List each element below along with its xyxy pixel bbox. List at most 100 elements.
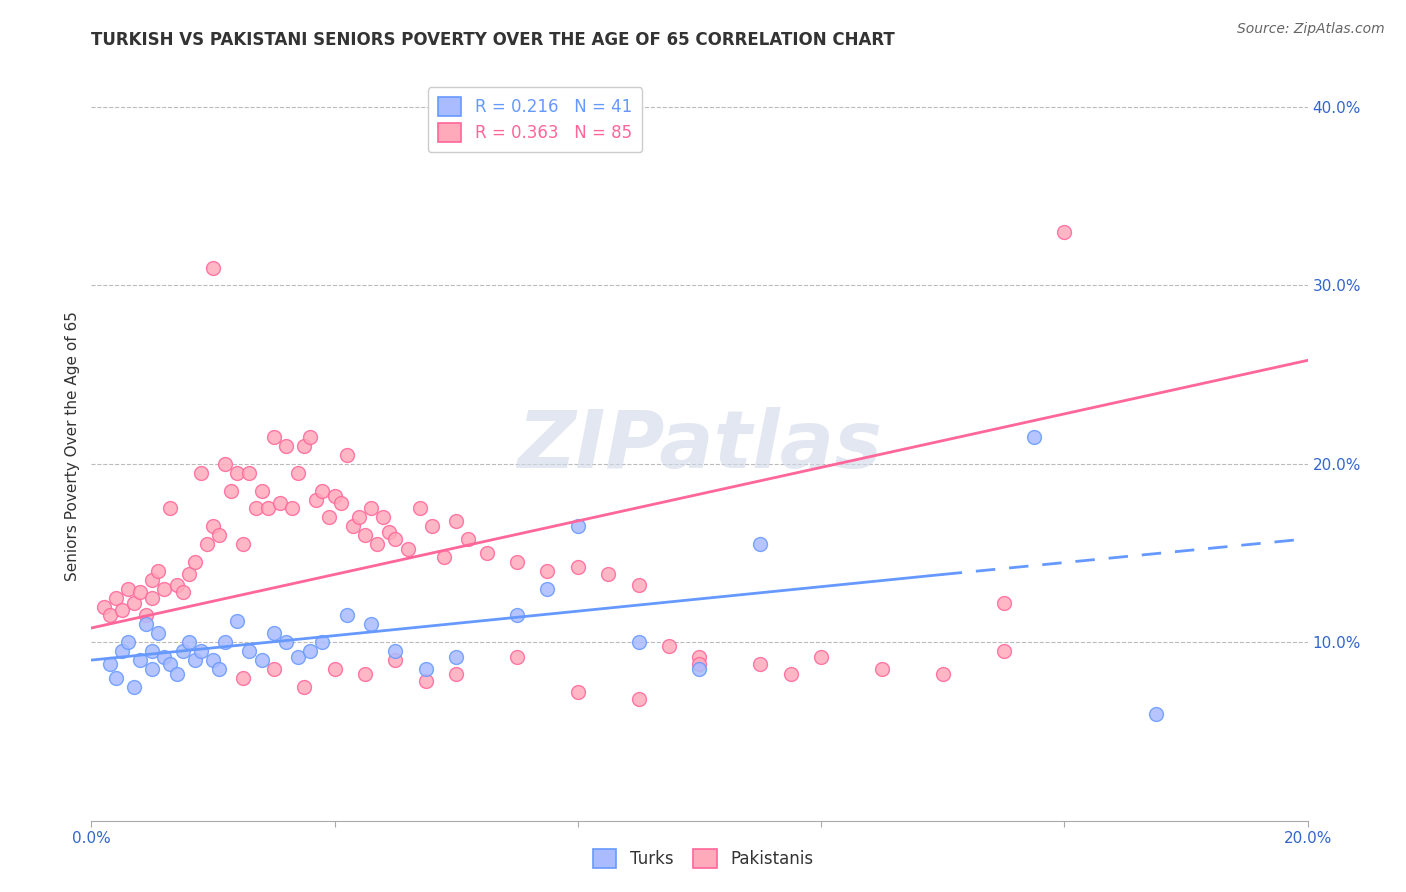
Point bbox=[202, 519, 225, 533]
Point bbox=[141, 573, 163, 587]
Point bbox=[409, 501, 432, 516]
Point bbox=[779, 667, 801, 681]
Point bbox=[627, 692, 650, 706]
Point bbox=[311, 635, 333, 649]
Point bbox=[347, 510, 370, 524]
Point bbox=[415, 662, 437, 676]
Point bbox=[195, 537, 218, 551]
Point bbox=[336, 608, 359, 623]
Point bbox=[129, 653, 152, 667]
Point bbox=[688, 649, 710, 664]
Point bbox=[274, 635, 297, 649]
Point bbox=[281, 501, 304, 516]
Point bbox=[135, 617, 157, 632]
Point bbox=[190, 466, 212, 480]
Point bbox=[444, 667, 467, 681]
Point bbox=[287, 649, 309, 664]
Point bbox=[810, 649, 832, 664]
Point bbox=[567, 685, 589, 699]
Point bbox=[104, 591, 127, 605]
Point bbox=[384, 644, 406, 658]
Text: Source: ZipAtlas.com: Source: ZipAtlas.com bbox=[1237, 22, 1385, 37]
Point bbox=[141, 662, 163, 676]
Point bbox=[627, 635, 650, 649]
Point bbox=[870, 662, 893, 676]
Point bbox=[238, 466, 260, 480]
Point bbox=[993, 644, 1015, 658]
Point bbox=[688, 662, 710, 676]
Point bbox=[117, 635, 139, 649]
Point bbox=[360, 617, 382, 632]
Point bbox=[135, 608, 157, 623]
Point bbox=[354, 667, 377, 681]
Point bbox=[360, 501, 382, 516]
Point bbox=[177, 567, 200, 582]
Point bbox=[598, 567, 620, 582]
Point bbox=[658, 639, 681, 653]
Point bbox=[506, 555, 529, 569]
Point bbox=[208, 662, 231, 676]
Point bbox=[172, 585, 194, 599]
Point bbox=[323, 489, 346, 503]
Point bbox=[184, 653, 207, 667]
Point bbox=[190, 644, 212, 658]
Point bbox=[567, 519, 589, 533]
Point bbox=[141, 591, 163, 605]
Point bbox=[1144, 706, 1167, 721]
Point bbox=[299, 644, 322, 658]
Point bbox=[122, 680, 145, 694]
Point bbox=[475, 546, 498, 560]
Point bbox=[931, 667, 953, 681]
Point bbox=[98, 608, 121, 623]
Point bbox=[263, 662, 285, 676]
Point bbox=[232, 537, 254, 551]
Point bbox=[117, 582, 139, 596]
Point bbox=[292, 439, 315, 453]
Point bbox=[323, 662, 346, 676]
Point bbox=[366, 537, 388, 551]
Point bbox=[536, 582, 558, 596]
Point bbox=[688, 657, 710, 671]
Point bbox=[384, 532, 406, 546]
Point bbox=[1053, 225, 1076, 239]
Point bbox=[274, 439, 297, 453]
Point bbox=[166, 667, 188, 681]
Point bbox=[153, 649, 176, 664]
Point bbox=[433, 549, 456, 564]
Point bbox=[256, 501, 278, 516]
Point bbox=[263, 430, 285, 444]
Point bbox=[153, 582, 176, 596]
Point bbox=[214, 457, 236, 471]
Point bbox=[214, 635, 236, 649]
Point bbox=[354, 528, 377, 542]
Point bbox=[202, 653, 225, 667]
Point bbox=[208, 528, 231, 542]
Point bbox=[287, 466, 309, 480]
Point bbox=[567, 560, 589, 574]
Point bbox=[238, 644, 260, 658]
Point bbox=[219, 483, 242, 498]
Point bbox=[245, 501, 267, 516]
Point bbox=[536, 564, 558, 578]
Legend: Turks, Pakistanis: Turks, Pakistanis bbox=[586, 842, 820, 875]
Text: TURKISH VS PAKISTANI SENIORS POVERTY OVER THE AGE OF 65 CORRELATION CHART: TURKISH VS PAKISTANI SENIORS POVERTY OVE… bbox=[91, 31, 896, 49]
Point bbox=[993, 596, 1015, 610]
Point bbox=[506, 608, 529, 623]
Point bbox=[177, 635, 200, 649]
Point bbox=[129, 585, 152, 599]
Point bbox=[184, 555, 207, 569]
Point bbox=[98, 657, 121, 671]
Point bbox=[415, 674, 437, 689]
Point bbox=[159, 657, 181, 671]
Point bbox=[141, 644, 163, 658]
Point bbox=[104, 671, 127, 685]
Point bbox=[749, 537, 772, 551]
Point bbox=[226, 466, 249, 480]
Point bbox=[444, 514, 467, 528]
Point bbox=[627, 578, 650, 592]
Point bbox=[342, 519, 364, 533]
Point bbox=[263, 626, 285, 640]
Point bbox=[373, 510, 395, 524]
Point bbox=[111, 644, 134, 658]
Point bbox=[250, 483, 273, 498]
